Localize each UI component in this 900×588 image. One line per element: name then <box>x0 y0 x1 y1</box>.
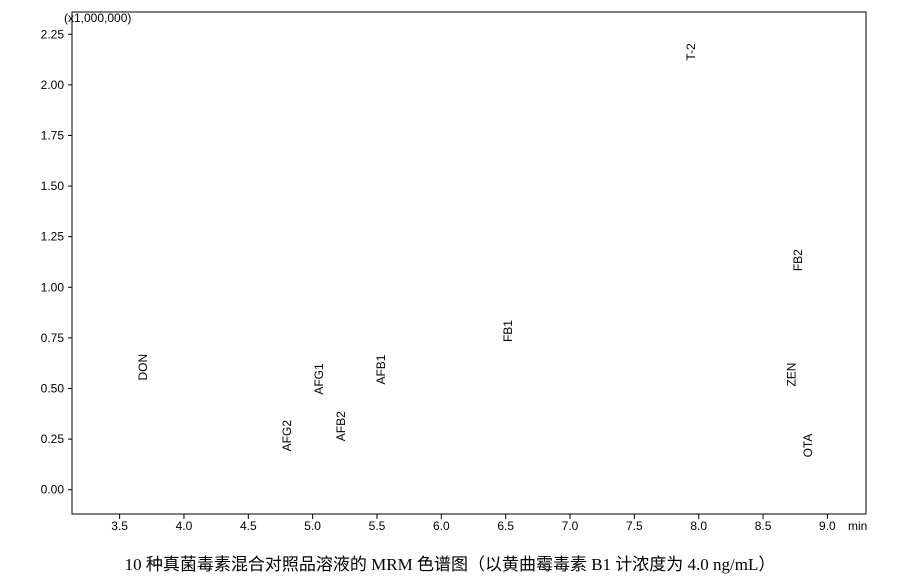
y-tick-label: 0.50 <box>41 382 65 396</box>
peak-label: OTA <box>801 434 815 458</box>
x-tick-label: 7.5 <box>626 519 643 533</box>
y-tick-label: 2.25 <box>41 27 65 41</box>
y-tick-label: 2.00 <box>41 78 65 92</box>
x-tick-label: 3.5 <box>111 519 128 533</box>
x-tick-label: 6.5 <box>497 519 514 533</box>
x-tick-label: 6.0 <box>433 519 450 533</box>
y-tick-label: 0.75 <box>41 331 65 345</box>
y-tick-label: 0.25 <box>41 432 65 446</box>
y-unit-label: (x1,000,000) <box>64 11 131 25</box>
x-tick-label: 5.5 <box>369 519 386 533</box>
x-tick-label: 4.5 <box>240 519 257 533</box>
x-tick-label: 8.0 <box>690 519 707 533</box>
peak-label: AFG1 <box>312 363 326 395</box>
y-tick-label: 1.75 <box>41 128 65 142</box>
y-tick-label: 1.00 <box>41 280 65 294</box>
peak-label: FB2 <box>791 249 805 271</box>
x-tick-label: 4.0 <box>176 519 193 533</box>
y-tick-label: 1.50 <box>41 179 65 193</box>
peak-label: AFG2 <box>280 420 294 452</box>
peak-label: ZEN <box>784 363 798 387</box>
x-tick-label: 8.5 <box>755 519 772 533</box>
peak-label: DON <box>136 354 150 381</box>
y-tick-label: 0.00 <box>41 483 65 497</box>
x-tick-label: 9.0 <box>819 519 836 533</box>
peak-label: T-2 <box>684 43 698 61</box>
x-tick-label: 7.0 <box>562 519 579 533</box>
peak-label: FB1 <box>501 320 515 342</box>
x-axis-label: min <box>848 519 867 533</box>
peak-label: AFB1 <box>374 354 388 384</box>
x-tick-label: 5.0 <box>304 519 321 533</box>
peak-label: AFB2 <box>334 411 348 441</box>
caption: 10 种真菌毒素混合对照品溶液的 MRM 色谱图（以黄曲霉毒素 B1 计浓度为 … <box>125 555 776 574</box>
plot-frame <box>71 11 867 515</box>
y-tick-label: 1.25 <box>41 230 65 244</box>
